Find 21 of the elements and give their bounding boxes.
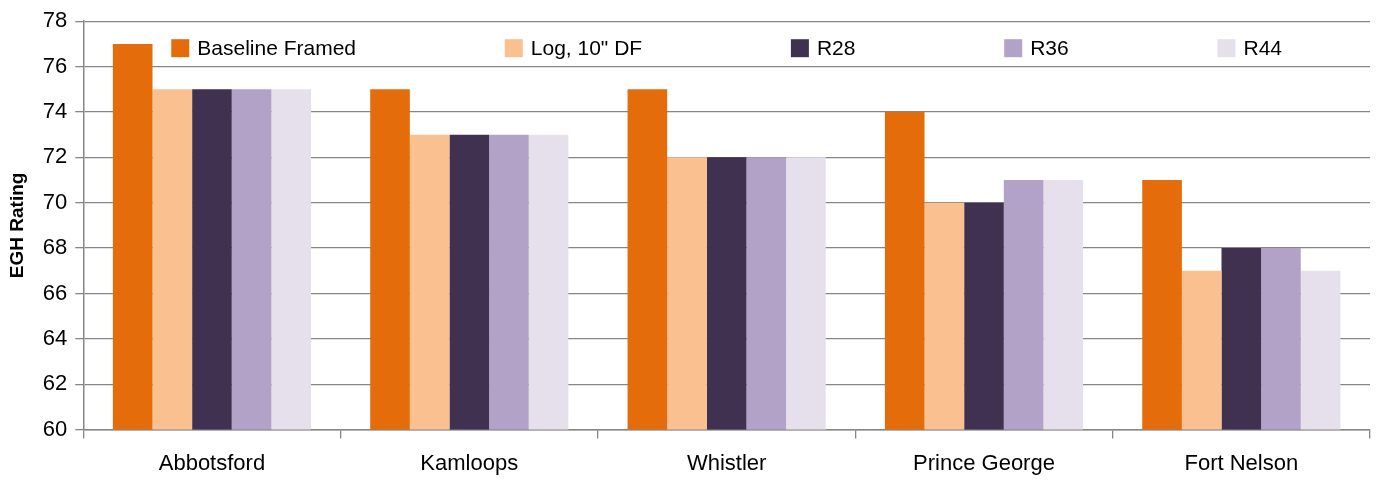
y-tick-label: 74 [42,98,68,124]
legend-label: Baseline Framed [197,36,357,59]
y-tick-label: 70 [42,188,68,214]
y-tick-label: 78 [42,7,68,33]
x-tick-label: Fort Nelson [1184,449,1299,475]
y-tick-label: 60 [42,415,68,441]
legend-label: Log, 10" DF [530,36,643,59]
x-tick-label: Prince George [913,449,1055,475]
legend-label: R28 [816,36,856,59]
y-tick-label: 76 [42,52,68,78]
y-tick-label: 62 [42,370,68,396]
x-tick-label: Abbotsford [158,449,266,475]
x-tick-label: Whistler [686,449,767,475]
y-tick-label: 72 [42,143,68,169]
legend-label: R44 [1243,36,1283,59]
y-axis-title: EGH Rating [5,172,27,279]
y-tick-label: 66 [42,279,68,305]
y-tick-label: 64 [42,324,68,350]
x-tick-label: Kamloops [420,449,519,475]
y-tick-label: 68 [42,234,68,260]
legend-label: R36 [1030,36,1069,59]
